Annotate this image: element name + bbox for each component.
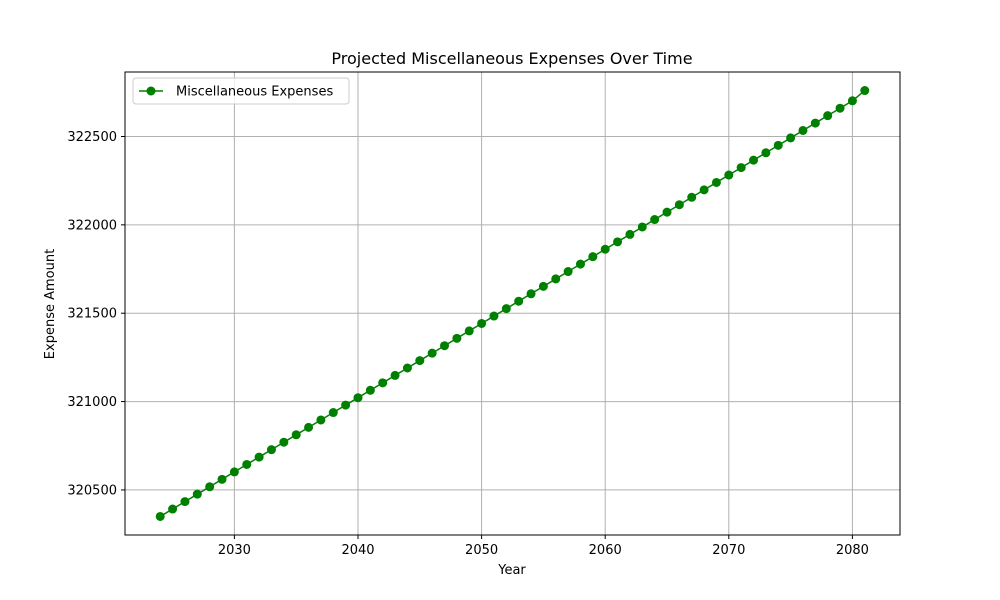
- data-point: [674, 200, 684, 210]
- data-point: [452, 333, 462, 343]
- data-point: [440, 341, 450, 351]
- data-point: [316, 415, 326, 425]
- x-tick-label: 2040: [341, 543, 374, 558]
- x-tick-label: 2030: [218, 543, 251, 558]
- data-point: [575, 259, 585, 269]
- data-point: [823, 111, 833, 121]
- y-tick-label: 321000: [67, 395, 117, 410]
- data-point: [749, 155, 759, 165]
- data-point: [526, 289, 536, 299]
- data-point: [551, 274, 561, 284]
- data-point: [266, 445, 276, 455]
- data-point: [860, 86, 870, 96]
- data-point: [489, 311, 499, 321]
- data-point: [205, 482, 215, 492]
- data-point: [427, 348, 437, 358]
- x-tick-label: 2080: [836, 543, 869, 558]
- data-point: [835, 103, 845, 113]
- data-point: [600, 244, 610, 254]
- data-point: [353, 393, 363, 403]
- data-point: [365, 385, 375, 395]
- legend: Miscellaneous Expenses: [132, 77, 350, 105]
- series-line: [159, 89, 866, 518]
- x-tick-label: 2050: [465, 543, 498, 558]
- data-point: [538, 281, 548, 291]
- plot-frame: [124, 71, 901, 536]
- legend-marker-swatch: [146, 86, 156, 96]
- data-point: [761, 148, 771, 158]
- data-point: [155, 511, 165, 521]
- legend-box: [132, 77, 350, 105]
- data-point: [613, 237, 623, 247]
- data-point: [563, 267, 573, 277]
- data-point: [402, 363, 412, 373]
- y-tick-label: 321500: [67, 307, 117, 322]
- data-point: [464, 326, 474, 336]
- data-point: [304, 422, 314, 432]
- y-tick-label: 320500: [67, 483, 117, 498]
- axis-ticks: 2030 2040 2050 2060 2070 2080 320500 321000 3215…: [67, 130, 869, 558]
- data-point: [514, 296, 524, 306]
- data-point: [328, 408, 338, 418]
- x-tick-label: 2070: [712, 543, 745, 558]
- data-point: [847, 96, 857, 106]
- data-point: [341, 400, 351, 410]
- data-point: [378, 378, 388, 388]
- data-point: [786, 133, 796, 143]
- data-point: [279, 437, 289, 447]
- data-point: [625, 229, 635, 239]
- data-point: [588, 252, 598, 262]
- data-point: [168, 504, 178, 514]
- chart-title: Projected Miscellaneous Expenses Over Ti…: [331, 49, 692, 68]
- data-point: [637, 222, 647, 232]
- data-point: [810, 118, 820, 128]
- data-point: [736, 163, 746, 173]
- y-axis-label: Expense Amount: [43, 249, 58, 359]
- data-point: [650, 215, 660, 225]
- series-layer: [155, 86, 870, 521]
- data-point: [242, 459, 252, 469]
- y-tick-label: 322000: [67, 218, 117, 233]
- x-tick-label: 2060: [589, 543, 622, 558]
- data-point: [229, 467, 239, 477]
- data-point: [798, 125, 808, 135]
- data-point: [180, 497, 190, 507]
- data-point: [254, 452, 264, 462]
- data-point: [662, 207, 672, 217]
- legend-label: Miscellaneous Expenses: [176, 85, 333, 100]
- data-point: [291, 430, 301, 440]
- data-point: [724, 170, 734, 180]
- data-point: [390, 370, 400, 380]
- x-axis-label: Year: [497, 563, 526, 578]
- data-point: [699, 185, 709, 195]
- data-point: [415, 356, 425, 366]
- data-point: [687, 192, 697, 202]
- data-point: [217, 474, 227, 484]
- data-point: [501, 304, 511, 314]
- y-tick-label: 322500: [67, 130, 117, 145]
- data-point: [192, 489, 202, 499]
- data-point: [477, 318, 487, 328]
- data-point: [773, 140, 783, 150]
- data-point: [711, 177, 721, 187]
- grid-lines: [125, 72, 900, 535]
